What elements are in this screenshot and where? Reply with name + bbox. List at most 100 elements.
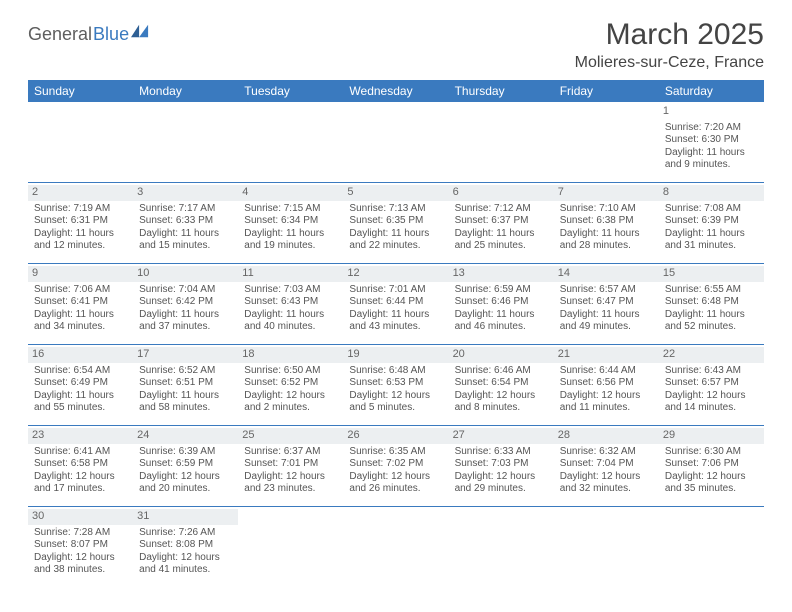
calendar-day-cell: 23Sunrise: 6:41 AMSunset: 6:58 PMDayligh…: [28, 426, 133, 507]
sunset-text: Sunset: 6:38 PM: [560, 215, 653, 228]
sunrise-text: Sunrise: 6:57 AM: [560, 284, 653, 297]
calendar-empty-cell: [554, 102, 659, 183]
sunset-text: Sunset: 6:41 PM: [34, 296, 127, 309]
header: General Blue March 2025 Molieres-sur-Cez…: [28, 18, 764, 72]
calendar-day-cell: 1Sunrise: 7:20 AMSunset: 6:30 PMDaylight…: [659, 102, 764, 183]
sunrise-text: Sunrise: 6:52 AM: [139, 365, 232, 378]
daylight-text: and 37 minutes.: [139, 321, 232, 334]
daylight-text: Daylight: 11 hours: [560, 309, 653, 322]
day-number: 5: [343, 185, 448, 201]
day-number: 15: [659, 266, 764, 282]
calendar-day-cell: 24Sunrise: 6:39 AMSunset: 6:59 PMDayligh…: [133, 426, 238, 507]
day-number: 1: [659, 104, 764, 120]
daylight-text: Daylight: 11 hours: [455, 228, 548, 241]
day-number: 4: [238, 185, 343, 201]
sunrise-text: Sunrise: 7:08 AM: [665, 203, 758, 216]
day-number: 26: [343, 428, 448, 444]
calendar-day-cell: 28Sunrise: 6:32 AMSunset: 7:04 PMDayligh…: [554, 426, 659, 507]
day-number: 8: [659, 185, 764, 201]
calendar-day-cell: 5Sunrise: 7:13 AMSunset: 6:35 PMDaylight…: [343, 183, 448, 264]
daylight-text: and 58 minutes.: [139, 402, 232, 415]
day-number: 25: [238, 428, 343, 444]
weekday-header: Saturday: [659, 80, 764, 102]
day-number: 19: [343, 347, 448, 363]
calendar-empty-cell: [343, 507, 448, 588]
sunrise-text: Sunrise: 7:13 AM: [349, 203, 442, 216]
day-number: 18: [238, 347, 343, 363]
sunset-text: Sunset: 7:01 PM: [244, 458, 337, 471]
sunrise-text: Sunrise: 6:43 AM: [665, 365, 758, 378]
daylight-text: Daylight: 11 hours: [244, 309, 337, 322]
sunset-text: Sunset: 6:35 PM: [349, 215, 442, 228]
calendar-day-cell: 14Sunrise: 6:57 AMSunset: 6:47 PMDayligh…: [554, 264, 659, 345]
calendar-day-cell: 3Sunrise: 7:17 AMSunset: 6:33 PMDaylight…: [133, 183, 238, 264]
calendar-day-cell: 18Sunrise: 6:50 AMSunset: 6:52 PMDayligh…: [238, 345, 343, 426]
day-number: 10: [133, 266, 238, 282]
sunrise-text: Sunrise: 6:44 AM: [560, 365, 653, 378]
calendar-day-cell: 31Sunrise: 7:26 AMSunset: 8:08 PMDayligh…: [133, 507, 238, 588]
logo-text-1: General: [28, 24, 92, 45]
sunrise-text: Sunrise: 7:04 AM: [139, 284, 232, 297]
calendar-day-cell: 11Sunrise: 7:03 AMSunset: 6:43 PMDayligh…: [238, 264, 343, 345]
sunset-text: Sunset: 7:04 PM: [560, 458, 653, 471]
sunset-text: Sunset: 6:53 PM: [349, 377, 442, 390]
daylight-text: Daylight: 12 hours: [34, 471, 127, 484]
day-number: 20: [449, 347, 554, 363]
sunset-text: Sunset: 6:43 PM: [244, 296, 337, 309]
day-number: 17: [133, 347, 238, 363]
daylight-text: and 17 minutes.: [34, 483, 127, 496]
day-number: 12: [343, 266, 448, 282]
day-number: 22: [659, 347, 764, 363]
calendar-day-cell: 26Sunrise: 6:35 AMSunset: 7:02 PMDayligh…: [343, 426, 448, 507]
sunrise-text: Sunrise: 7:12 AM: [455, 203, 548, 216]
logo: General Blue: [28, 24, 149, 45]
sunrise-text: Sunrise: 7:06 AM: [34, 284, 127, 297]
calendar-week-row: 2Sunrise: 7:19 AMSunset: 6:31 PMDaylight…: [28, 183, 764, 264]
daylight-text: and 46 minutes.: [455, 321, 548, 334]
daylight-text: and 43 minutes.: [349, 321, 442, 334]
sunrise-text: Sunrise: 6:48 AM: [349, 365, 442, 378]
daylight-text: Daylight: 12 hours: [139, 552, 232, 565]
sunrise-text: Sunrise: 7:28 AM: [34, 527, 127, 540]
daylight-text: Daylight: 11 hours: [455, 309, 548, 322]
sunset-text: Sunset: 6:54 PM: [455, 377, 548, 390]
daylight-text: Daylight: 12 hours: [349, 471, 442, 484]
calendar-day-cell: 19Sunrise: 6:48 AMSunset: 6:53 PMDayligh…: [343, 345, 448, 426]
weekday-header: Wednesday: [343, 80, 448, 102]
daylight-text: Daylight: 12 hours: [665, 471, 758, 484]
calendar-day-cell: 22Sunrise: 6:43 AMSunset: 6:57 PMDayligh…: [659, 345, 764, 426]
daylight-text: and 32 minutes.: [560, 483, 653, 496]
daylight-text: Daylight: 11 hours: [665, 147, 758, 160]
calendar-empty-cell: [659, 507, 764, 588]
daylight-text: Daylight: 12 hours: [560, 471, 653, 484]
calendar-day-cell: 29Sunrise: 6:30 AMSunset: 7:06 PMDayligh…: [659, 426, 764, 507]
daylight-text: and 14 minutes.: [665, 402, 758, 415]
calendar-day-cell: 21Sunrise: 6:44 AMSunset: 6:56 PMDayligh…: [554, 345, 659, 426]
daylight-text: and 40 minutes.: [244, 321, 337, 334]
sunrise-text: Sunrise: 7:20 AM: [665, 122, 758, 135]
daylight-text: and 20 minutes.: [139, 483, 232, 496]
weekday-header: Thursday: [449, 80, 554, 102]
day-number: 16: [28, 347, 133, 363]
sunset-text: Sunset: 8:08 PM: [139, 539, 232, 552]
calendar-empty-cell: [28, 102, 133, 183]
daylight-text: Daylight: 11 hours: [665, 309, 758, 322]
sunset-text: Sunset: 6:59 PM: [139, 458, 232, 471]
daylight-text: and 28 minutes.: [560, 240, 653, 253]
sunset-text: Sunset: 6:44 PM: [349, 296, 442, 309]
daylight-text: Daylight: 11 hours: [34, 309, 127, 322]
day-number: 7: [554, 185, 659, 201]
calendar-day-cell: 6Sunrise: 7:12 AMSunset: 6:37 PMDaylight…: [449, 183, 554, 264]
sunset-text: Sunset: 7:06 PM: [665, 458, 758, 471]
sunrise-text: Sunrise: 6:35 AM: [349, 446, 442, 459]
logo-flag-icon: [131, 24, 149, 38]
daylight-text: and 8 minutes.: [455, 402, 548, 415]
daylight-text: Daylight: 11 hours: [139, 228, 232, 241]
daylight-text: and 34 minutes.: [34, 321, 127, 334]
calendar-day-cell: 30Sunrise: 7:28 AMSunset: 8:07 PMDayligh…: [28, 507, 133, 588]
sunrise-text: Sunrise: 7:17 AM: [139, 203, 232, 216]
sunrise-text: Sunrise: 6:50 AM: [244, 365, 337, 378]
weekday-header: Sunday: [28, 80, 133, 102]
calendar-day-cell: 16Sunrise: 6:54 AMSunset: 6:49 PMDayligh…: [28, 345, 133, 426]
day-number: 3: [133, 185, 238, 201]
